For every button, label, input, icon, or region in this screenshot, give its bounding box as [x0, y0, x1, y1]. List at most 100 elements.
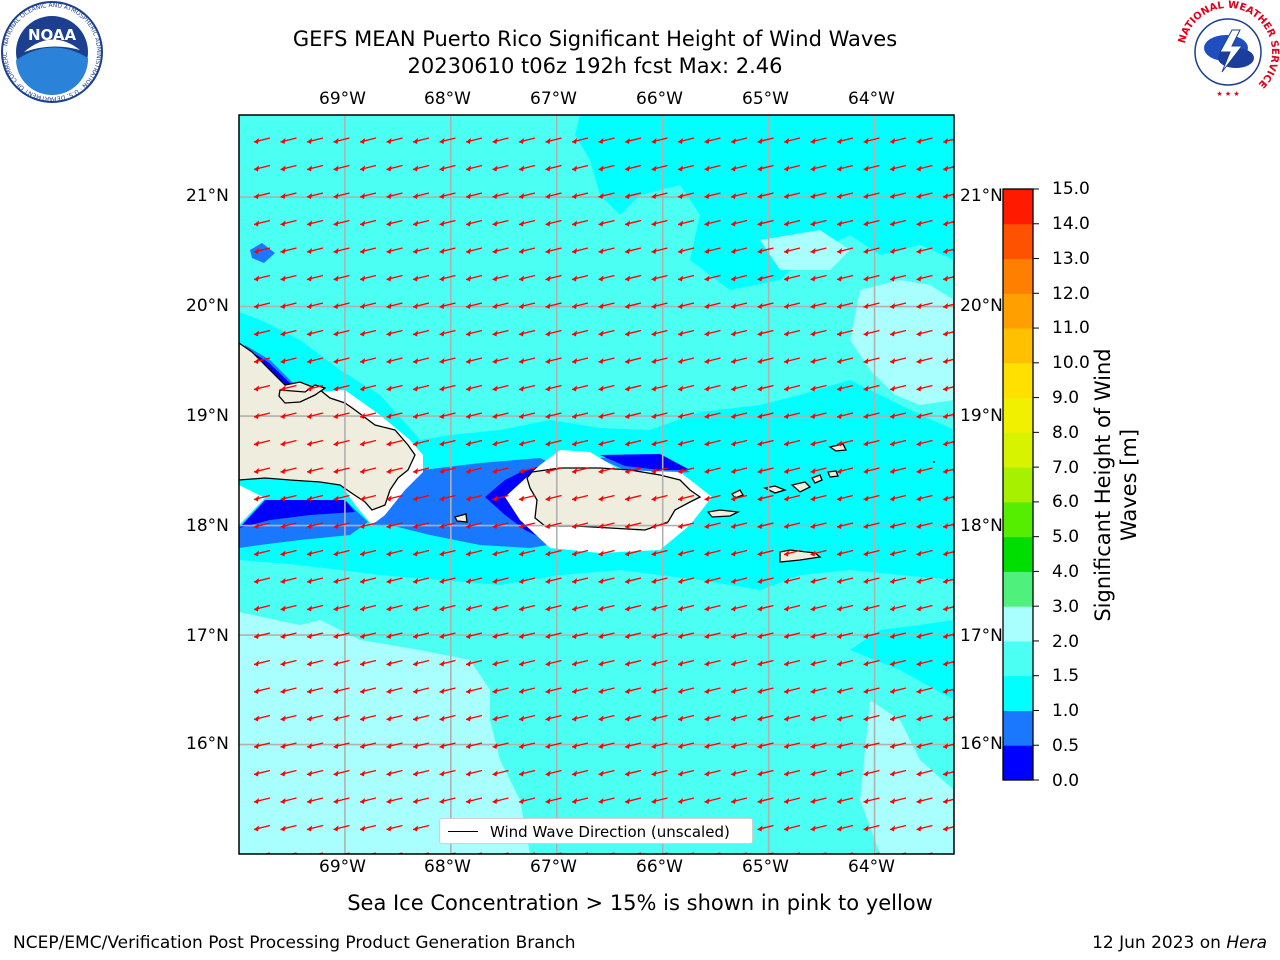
wind-wave-arrow: [412, 247, 430, 254]
wind-wave-arrow: [465, 467, 483, 474]
lon-label-65: 65°W: [742, 89, 789, 109]
wind-wave-arrow: [518, 412, 536, 419]
wind-wave-arrow: [253, 467, 271, 474]
wind-wave-arrow: [412, 192, 430, 199]
colorbar-tick: 10.0: [1052, 353, 1090, 373]
wind-wave-arrow: [704, 439, 721, 447]
wind-wave-arrow: [333, 659, 350, 667]
wind-wave-arrow: [677, 604, 695, 612]
wind-wave-arrow: [757, 824, 774, 832]
wind-wave-arrow: [545, 357, 562, 364]
wind-wave-arrow: [730, 357, 748, 364]
wind-wave-arrow: [783, 687, 801, 694]
wind-wave-arrow: [518, 742, 536, 749]
wind-wave-arrow: [916, 659, 933, 667]
wind-wave-arrow: [836, 412, 854, 419]
wind-wave-arrow: [942, 578, 954, 584]
wind-wave-arrow: [836, 274, 854, 282]
wind-wave-arrow: [916, 604, 933, 612]
wind-wave-arrow: [333, 522, 350, 529]
wind-wave-arrow: [518, 577, 536, 584]
colorbar-tick: 12.0: [1052, 284, 1090, 304]
lat-label-17: 17°N: [186, 626, 229, 646]
lat-label-right-17: 17°N: [960, 626, 1003, 646]
wind-wave-arrow: [386, 769, 403, 777]
wind-wave-arrow: [757, 219, 774, 227]
wind-wave-arrow: [359, 577, 377, 584]
wind-wave-arrow: [889, 577, 907, 584]
wind-wave-arrow: [730, 219, 748, 227]
wind-wave-arrow: [889, 274, 907, 282]
wind-wave-arrow: [359, 467, 377, 474]
wind-wave-arrow: [704, 384, 721, 392]
wind-wave-arrow: [518, 714, 536, 722]
wind-wave-arrow: [810, 192, 827, 199]
wind-wave-arrow: [704, 274, 721, 282]
wind-wave-arrow: [836, 357, 854, 364]
wind-wave-arrow: [863, 357, 880, 364]
wind-wave-arrow: [545, 274, 562, 282]
wind-wave-arrow: [253, 357, 271, 364]
wind-wave-arrow: [677, 632, 695, 639]
wind-wave-arrow: [942, 798, 954, 804]
wind-wave-arrow: [306, 522, 324, 529]
wind-wave-arrow: [836, 714, 854, 722]
wind-wave-arrow: [333, 137, 350, 144]
wind-wave-arrow: [386, 604, 403, 612]
colorbar-tick: 1.0: [1052, 701, 1080, 721]
wind-wave-arrow: [916, 467, 933, 474]
wind-wave-arrow: [624, 274, 642, 282]
wind-wave-arrow: [439, 274, 456, 282]
wind-wave-arrow: [889, 522, 907, 529]
wind-wave-arrow: [306, 577, 324, 584]
wind-wave-arrow: [677, 742, 695, 749]
wind-wave-arrow: [253, 632, 271, 639]
wind-wave-arrow: [253, 192, 271, 199]
wind-wave-arrow: [253, 412, 271, 419]
wind-wave-arrow: [492, 384, 509, 392]
wind-wave-arrow: [359, 604, 377, 612]
wind-wave-arrow: [810, 164, 827, 172]
colorbar-tick: 4.0: [1052, 562, 1080, 582]
wind-wave-arrow: [386, 549, 403, 557]
wind-wave-arrow: [916, 384, 933, 392]
wind-wave-arrow: [810, 769, 827, 777]
wind-wave-arrow: [359, 522, 377, 529]
lon-label-64: 64°W: [848, 89, 895, 109]
wind-wave-arrow: [518, 632, 536, 639]
wind-wave-arrow: [836, 137, 854, 144]
wind-wave-arrow: [810, 604, 827, 612]
wind-wave-arrow: [280, 357, 297, 364]
wind-wave-arrow: [359, 137, 377, 144]
wind-wave-arrow: [836, 494, 854, 502]
wind-wave-arrow: [598, 659, 615, 667]
wind-wave-arrow: [253, 274, 271, 282]
wind-wave-arrow: [863, 714, 880, 722]
wind-wave-arrow: [571, 577, 589, 584]
wind-wave-arrow: [359, 274, 377, 282]
wind-wave-arrow: [783, 439, 801, 447]
wind-wave-arrow: [333, 604, 350, 612]
wind-wave-arrow: [598, 357, 615, 364]
wind-wave-arrow: [836, 687, 854, 694]
wind-wave-arrow: [810, 384, 827, 392]
hispaniola: [239, 342, 416, 511]
wind-wave-arrow: [492, 522, 509, 529]
wind-wave-arrow: [651, 742, 668, 749]
wind-wave-arrow: [836, 522, 854, 529]
wind-wave-arrow: [942, 495, 954, 502]
wind-wave-arrow: [306, 219, 324, 227]
wind-wave-arrow: [492, 137, 509, 144]
wind-wave-arrow: [757, 797, 774, 804]
wind-wave-arrow: [571, 192, 589, 199]
wind-wave-arrow: [306, 467, 324, 474]
wind-wave-arrow: [465, 604, 483, 612]
wind-wave-arrow: [810, 494, 827, 502]
wind-wave-arrow: [465, 192, 483, 199]
wind-wave-arrow: [730, 137, 748, 144]
wind-wave-arrow: [836, 384, 854, 392]
wind-wave-arrow: [810, 714, 827, 722]
wind-wave-arrow: [280, 549, 297, 557]
wind-wave-arrow: [598, 742, 615, 749]
colorbar-swatch: [1003, 501, 1033, 538]
